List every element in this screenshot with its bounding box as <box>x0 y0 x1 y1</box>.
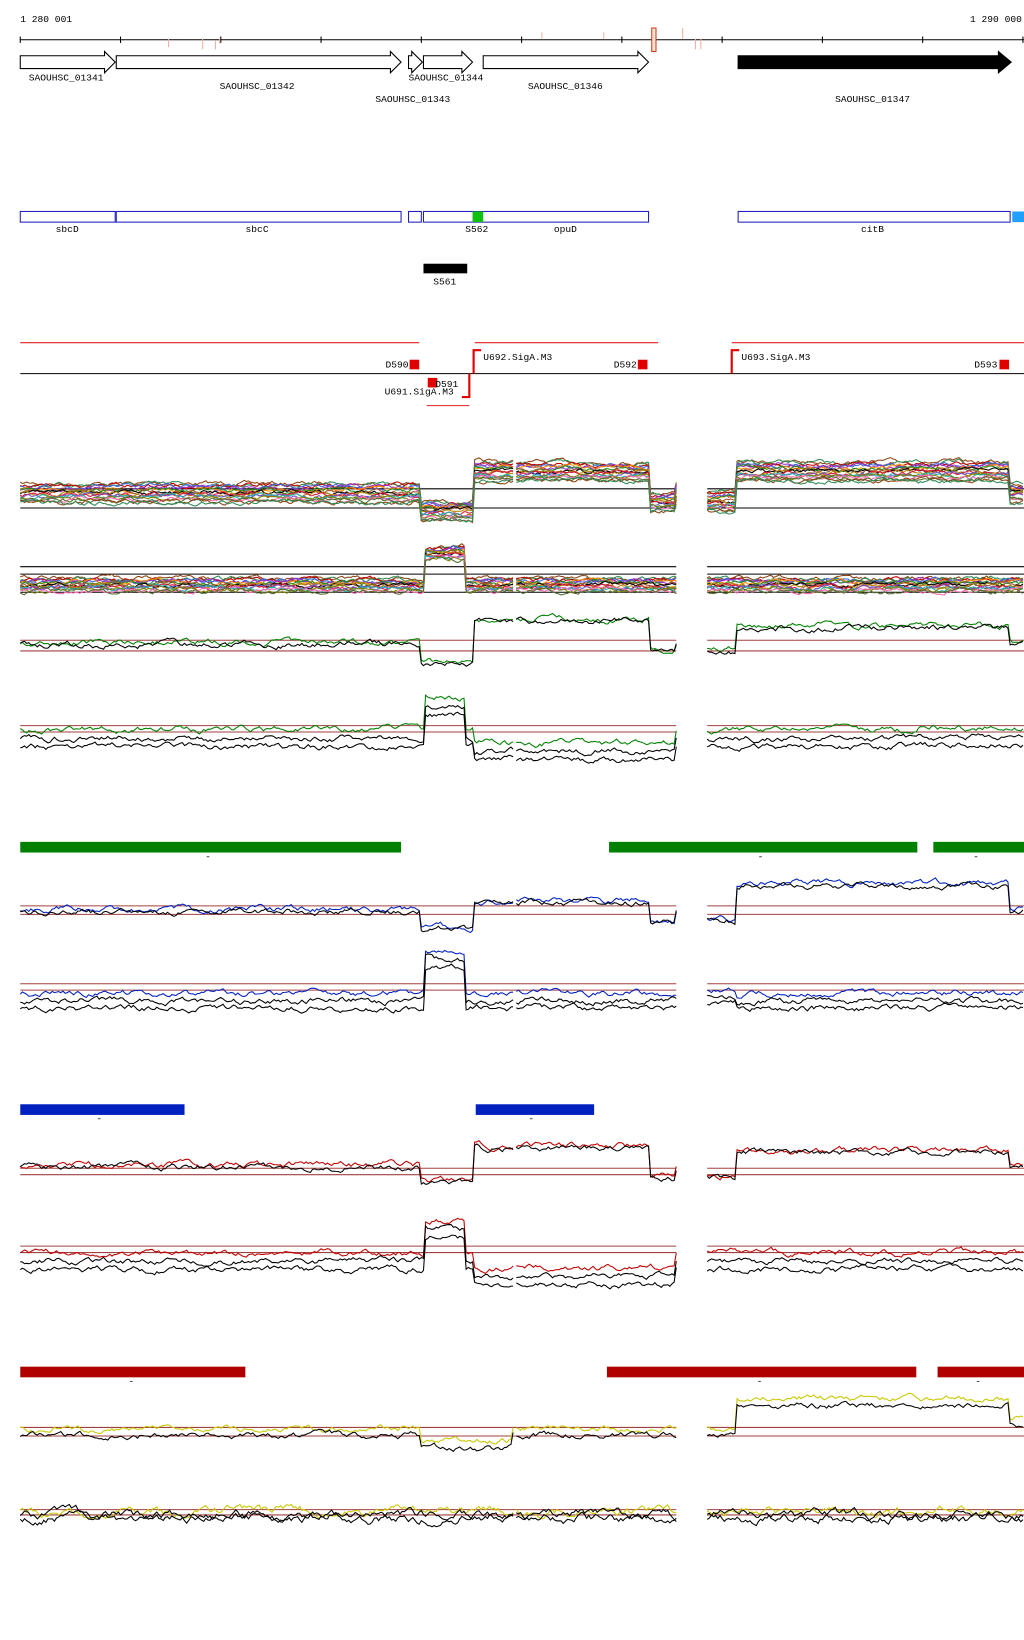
label: D591 <box>435 379 458 390</box>
label: sbcC <box>246 224 269 235</box>
expression-trace <box>20 476 1023 523</box>
gene-arrow <box>422 50 474 75</box>
expression-trace <box>19 963 1024 1014</box>
annotation-box <box>19 210 116 223</box>
label: 1 280 001 <box>20 14 72 25</box>
terminator-mark <box>999 359 1010 370</box>
gene-arrow <box>737 50 1013 74</box>
label: S561 <box>433 276 456 287</box>
label: SAOUHSC_01344 <box>408 73 483 84</box>
annotation-box <box>408 210 422 223</box>
promoter-flag <box>461 373 471 399</box>
cluster-bar <box>606 1366 917 1378</box>
terminator-mark <box>409 359 420 370</box>
expression-trace <box>20 1392 1024 1445</box>
terminator-mark <box>427 377 438 388</box>
label: - <box>758 851 764 862</box>
gene-arrow <box>115 50 402 75</box>
label: - <box>973 851 979 862</box>
gene-arrow <box>19 50 116 75</box>
cluster-bar <box>937 1366 1024 1378</box>
label: - <box>975 1376 981 1387</box>
expression-trace <box>19 694 1024 748</box>
annotation-box <box>1012 211 1024 223</box>
gene-arrow <box>482 50 650 75</box>
label: U691.SigA.M3 <box>385 386 454 397</box>
expression-trace <box>19 616 1024 667</box>
cluster-bar <box>475 1104 595 1115</box>
expression-trace <box>20 543 1024 583</box>
expression-trace <box>19 555 1024 596</box>
expression-trace <box>19 704 1024 757</box>
label: - <box>757 1376 763 1387</box>
label: - <box>528 1114 534 1125</box>
expression-trace <box>20 475 1024 524</box>
cluster-bar <box>20 1104 185 1115</box>
label: D593 <box>974 360 997 371</box>
expression-trace <box>20 554 1023 593</box>
label: citB <box>861 224 884 235</box>
label: opuD <box>554 224 577 235</box>
expression-trace <box>19 1400 1023 1453</box>
annotation-box <box>737 210 1011 223</box>
expression-trace <box>19 1234 1024 1290</box>
promoter-flag <box>730 349 740 374</box>
label: - <box>128 1376 134 1387</box>
annotation-box <box>472 211 484 223</box>
label: D590 <box>386 360 409 371</box>
expression-trace <box>20 877 1024 934</box>
expression-trace <box>19 1503 1024 1524</box>
label: SAOUHSC_01342 <box>220 81 295 92</box>
label: SAOUHSC_01347 <box>835 94 910 105</box>
cluster-bar <box>933 841 1024 853</box>
expression-trace <box>20 953 1024 1007</box>
expression-trace <box>20 711 1024 764</box>
label: sbcD <box>56 224 79 235</box>
cluster-bar <box>20 841 402 853</box>
expression-trace <box>19 1217 1024 1275</box>
promoter-flag <box>472 349 482 374</box>
label: U693.SigA.M3 <box>741 352 810 363</box>
expression-trace <box>20 881 1024 933</box>
site-box <box>651 27 657 52</box>
label: 1 290 000 <box>970 14 1022 25</box>
label: S562 <box>465 224 488 235</box>
label: D592 <box>614 360 637 371</box>
terminator-mark <box>637 359 648 370</box>
expression-trace <box>19 1509 1024 1528</box>
annotation-box <box>422 210 650 223</box>
label: SAOUHSC_01341 <box>29 73 104 84</box>
expression-trace <box>19 949 1024 999</box>
cluster-bar <box>20 1366 246 1378</box>
label: U692.SigA.M3 <box>483 352 552 363</box>
label: SAOUHSC_01343 <box>375 94 450 105</box>
expression-trace <box>19 1143 1024 1185</box>
label: SAOUHSC_01346 <box>528 81 603 92</box>
cluster-bar <box>609 841 918 853</box>
label: - <box>96 1114 102 1125</box>
segment-bar <box>423 263 468 274</box>
gene-arrow <box>408 50 424 75</box>
label: - <box>205 851 211 862</box>
annotation-box <box>115 210 402 223</box>
expression-trace <box>20 553 1024 596</box>
